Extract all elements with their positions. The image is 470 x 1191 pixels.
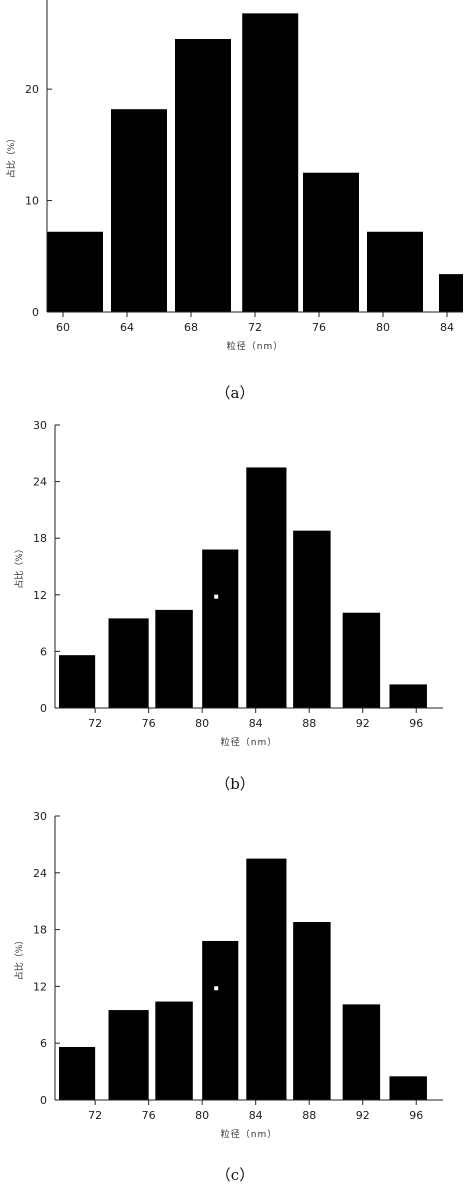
bar [342,612,381,708]
y-tick-label: 6 [40,1037,47,1050]
x-tick-label: 68 [184,321,198,334]
y-tick-label: 0 [40,1094,47,1107]
y-tick-label: 24 [33,476,47,489]
figure-caption: （b） [215,775,255,793]
bar [342,1004,381,1100]
bar [389,684,427,708]
x-tick-label: 80 [195,1109,209,1122]
y-axis-title: 占比（%） [13,544,25,589]
y-tick-label: 18 [33,532,47,545]
bar [439,274,463,312]
x-tick-label: 92 [356,1109,370,1122]
y-tick-label: 0 [32,306,39,319]
chart-c: 0 6 12 18 24 30 72 76 80 84 88 92 96 粒径（nm） 占比（%） （c） [13,810,443,1184]
y-tick-label: 24 [33,867,47,880]
x-tick-label: 72 [88,1109,102,1122]
bar [111,109,167,312]
chart-b: 0 6 12 18 24 30 72 76 80 84 88 92 96 粒径（nm） 占比（%） （b） [13,419,443,793]
y-axis-title: 占比（%） [5,134,17,179]
bar [246,858,287,1100]
y-tick-label: 0 [40,702,47,715]
x-tick-label: 84 [249,1109,263,1122]
x-tick-label: 88 [302,717,316,730]
bar [293,922,331,1100]
y-axis-title: 占比（%） [13,936,25,981]
x-tick-label: 76 [142,1109,156,1122]
x-axis-title: 粒径（nm） [227,340,283,352]
y-tick-label: 18 [33,924,47,937]
x-tick-label: 76 [312,321,326,334]
x-tick-label: 92 [356,717,370,730]
bar [155,609,193,708]
x-tick-label: 64 [120,321,134,334]
x-tick-label: 96 [409,1109,423,1122]
bar [202,940,239,1100]
figure-caption: （a） [216,384,255,402]
figure-caption: （c） [216,1166,254,1184]
x-tick-label: 80 [195,717,209,730]
bar [59,1046,96,1100]
y-tick-label: 12 [33,980,47,993]
marker-dot [214,986,219,991]
bar [367,231,423,312]
x-axis-title: 粒径（nm） [221,1128,277,1140]
bar [389,1076,427,1100]
bar [108,618,149,708]
bar [293,530,331,708]
x-tick-label: 72 [248,321,262,334]
y-tick-label: 20 [25,83,39,96]
marker-dot [214,594,219,599]
x-tick-label: 96 [409,717,423,730]
bar [175,39,231,312]
bar [242,13,299,312]
bar [59,655,96,708]
x-tick-label: 84 [249,717,263,730]
y-tick-label: 12 [33,589,47,602]
x-tick-label: 88 [302,1109,316,1122]
y-tick-label: 30 [33,810,47,823]
chart-a: 0 10 20 60 64 68 72 76 80 84 粒径（nm） 占比（%） （a） [5,0,463,402]
bar [47,231,103,312]
y-tick-label: 30 [33,419,47,432]
x-tick-label: 60 [56,321,70,334]
x-tick-label: 72 [88,717,102,730]
bar [246,467,287,708]
x-tick-label: 80 [376,321,390,334]
x-tick-label: 84 [440,321,454,334]
x-tick-label: 76 [142,717,156,730]
y-tick-label: 10 [25,195,39,208]
bar [155,1001,193,1100]
x-axis-title: 粒径（nm） [221,736,277,748]
bar [303,172,359,312]
bar [108,1010,149,1100]
bar [202,549,239,708]
y-tick-label: 6 [40,645,47,658]
